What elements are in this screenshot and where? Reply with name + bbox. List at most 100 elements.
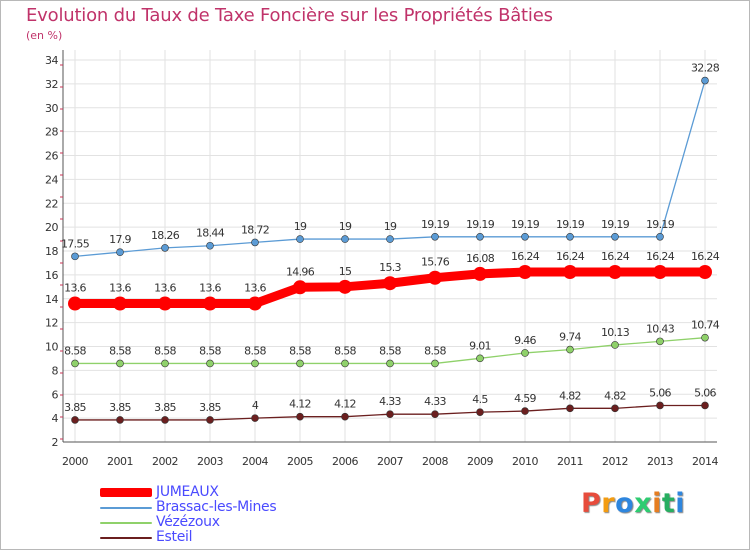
data-point bbox=[518, 265, 532, 280]
data-label: 16.24 bbox=[556, 250, 585, 263]
x-tick-label: 2007 bbox=[377, 455, 403, 468]
y-tick-label: 20 bbox=[45, 221, 58, 234]
data-label: 8.58 bbox=[424, 344, 446, 357]
data-label: 19.19 bbox=[646, 218, 675, 231]
data-point bbox=[203, 296, 217, 311]
data-point bbox=[116, 359, 124, 368]
data-point bbox=[566, 232, 574, 241]
logo-letter: i bbox=[652, 488, 662, 519]
data-label: 4.33 bbox=[379, 395, 401, 408]
data-label: 16.24 bbox=[511, 250, 540, 263]
data-point bbox=[566, 345, 574, 354]
x-tick-label: 2012 bbox=[602, 455, 628, 468]
data-point bbox=[296, 359, 304, 368]
data-point bbox=[428, 270, 442, 285]
data-label: 18.44 bbox=[196, 227, 225, 240]
data-point bbox=[161, 416, 169, 424]
data-label: 16.24 bbox=[601, 250, 630, 263]
x-tick-label: 2002 bbox=[152, 455, 178, 468]
legend-label: Esteil bbox=[156, 529, 193, 545]
data-point bbox=[206, 241, 214, 250]
legend: JUMEAUX Brassac-les-Mines Vézézoux Estei… bbox=[100, 485, 277, 545]
y-tick-label: 28 bbox=[45, 126, 58, 139]
y-tick-label: 12 bbox=[45, 317, 58, 330]
data-label: 19 bbox=[384, 220, 397, 233]
data-point bbox=[251, 359, 259, 368]
chart-subtitle: (en %) bbox=[26, 29, 63, 42]
y-tick-label: 22 bbox=[45, 197, 58, 210]
data-point bbox=[611, 341, 619, 349]
data-point bbox=[341, 412, 349, 421]
logo-letter: x bbox=[634, 488, 653, 519]
data-point bbox=[251, 238, 259, 247]
data-point bbox=[161, 359, 169, 368]
data-label: 3.85 bbox=[109, 401, 131, 414]
y-tick-label: 26 bbox=[45, 150, 58, 163]
chart-title: Evolution du Taux de Taxe Foncière sur l… bbox=[26, 5, 553, 26]
x-tick-label: 2000 bbox=[62, 455, 88, 468]
data-point bbox=[521, 232, 529, 241]
data-point bbox=[521, 349, 529, 357]
legend-item-jumeaux: JUMEAUX bbox=[100, 485, 276, 500]
data-point bbox=[386, 359, 394, 368]
y-tick-label: 24 bbox=[45, 173, 58, 186]
data-label: 8.58 bbox=[289, 344, 311, 357]
data-point bbox=[566, 404, 574, 413]
data-label: 4.5 bbox=[472, 393, 488, 406]
data-label: 15 bbox=[339, 265, 352, 278]
data-point bbox=[296, 412, 304, 421]
data-label: 19 bbox=[294, 220, 307, 233]
data-point bbox=[338, 279, 352, 294]
data-label: 8.58 bbox=[64, 344, 86, 357]
data-label: 9.46 bbox=[514, 334, 536, 347]
data-label: 32.28 bbox=[691, 62, 720, 75]
data-point bbox=[656, 232, 664, 241]
x-tick-label: 2010 bbox=[512, 455, 538, 468]
y-tick-label: 16 bbox=[45, 269, 58, 282]
logo-letter: o bbox=[615, 488, 635, 519]
data-point bbox=[71, 359, 79, 368]
y-tick-label: 34 bbox=[45, 54, 58, 67]
x-tick-label: 2006 bbox=[332, 455, 358, 468]
data-label: 15.3 bbox=[379, 261, 401, 274]
y-tick-label: 6 bbox=[52, 388, 59, 401]
data-point bbox=[158, 296, 172, 311]
x-tick-label: 2014 bbox=[692, 455, 718, 468]
data-label: 8.58 bbox=[109, 344, 131, 357]
x-tick-label: 2013 bbox=[647, 455, 673, 468]
data-label: 17.9 bbox=[109, 233, 131, 246]
data-label: 17.55 bbox=[61, 237, 90, 250]
data-point bbox=[113, 296, 127, 311]
data-point bbox=[296, 235, 304, 243]
data-label: 5.06 bbox=[649, 386, 671, 399]
data-point bbox=[473, 266, 487, 281]
x-tick-label: 2008 bbox=[422, 455, 448, 468]
data-label: 4.59 bbox=[514, 392, 536, 405]
data-point bbox=[386, 235, 394, 243]
data-label: 4.12 bbox=[289, 398, 311, 411]
proxiti-logo: Proxiti bbox=[581, 488, 685, 519]
data-point bbox=[476, 232, 484, 241]
data-label: 5.06 bbox=[694, 386, 716, 399]
data-point bbox=[653, 265, 667, 280]
data-point bbox=[476, 354, 484, 363]
data-point bbox=[386, 410, 394, 418]
data-point bbox=[656, 337, 664, 346]
data-label: 4.33 bbox=[424, 395, 446, 408]
y-tick-label: 2 bbox=[52, 436, 59, 449]
legend-swatch-jumeaux bbox=[100, 488, 152, 497]
legend-label: Brassac-les-Mines bbox=[156, 499, 277, 515]
y-tick-label: 30 bbox=[45, 102, 58, 115]
data-label: 19.19 bbox=[421, 218, 450, 231]
data-label: 19.19 bbox=[511, 218, 540, 231]
data-label: 10.74 bbox=[691, 319, 720, 332]
data-point bbox=[476, 408, 484, 416]
data-point bbox=[701, 401, 709, 410]
legend-item-vezezoux: Vézézoux bbox=[100, 515, 276, 530]
data-point bbox=[251, 414, 259, 422]
data-point bbox=[611, 404, 619, 413]
data-point bbox=[293, 280, 307, 295]
data-label: 4.82 bbox=[604, 389, 626, 402]
x-tick-label: 2009 bbox=[467, 455, 493, 468]
